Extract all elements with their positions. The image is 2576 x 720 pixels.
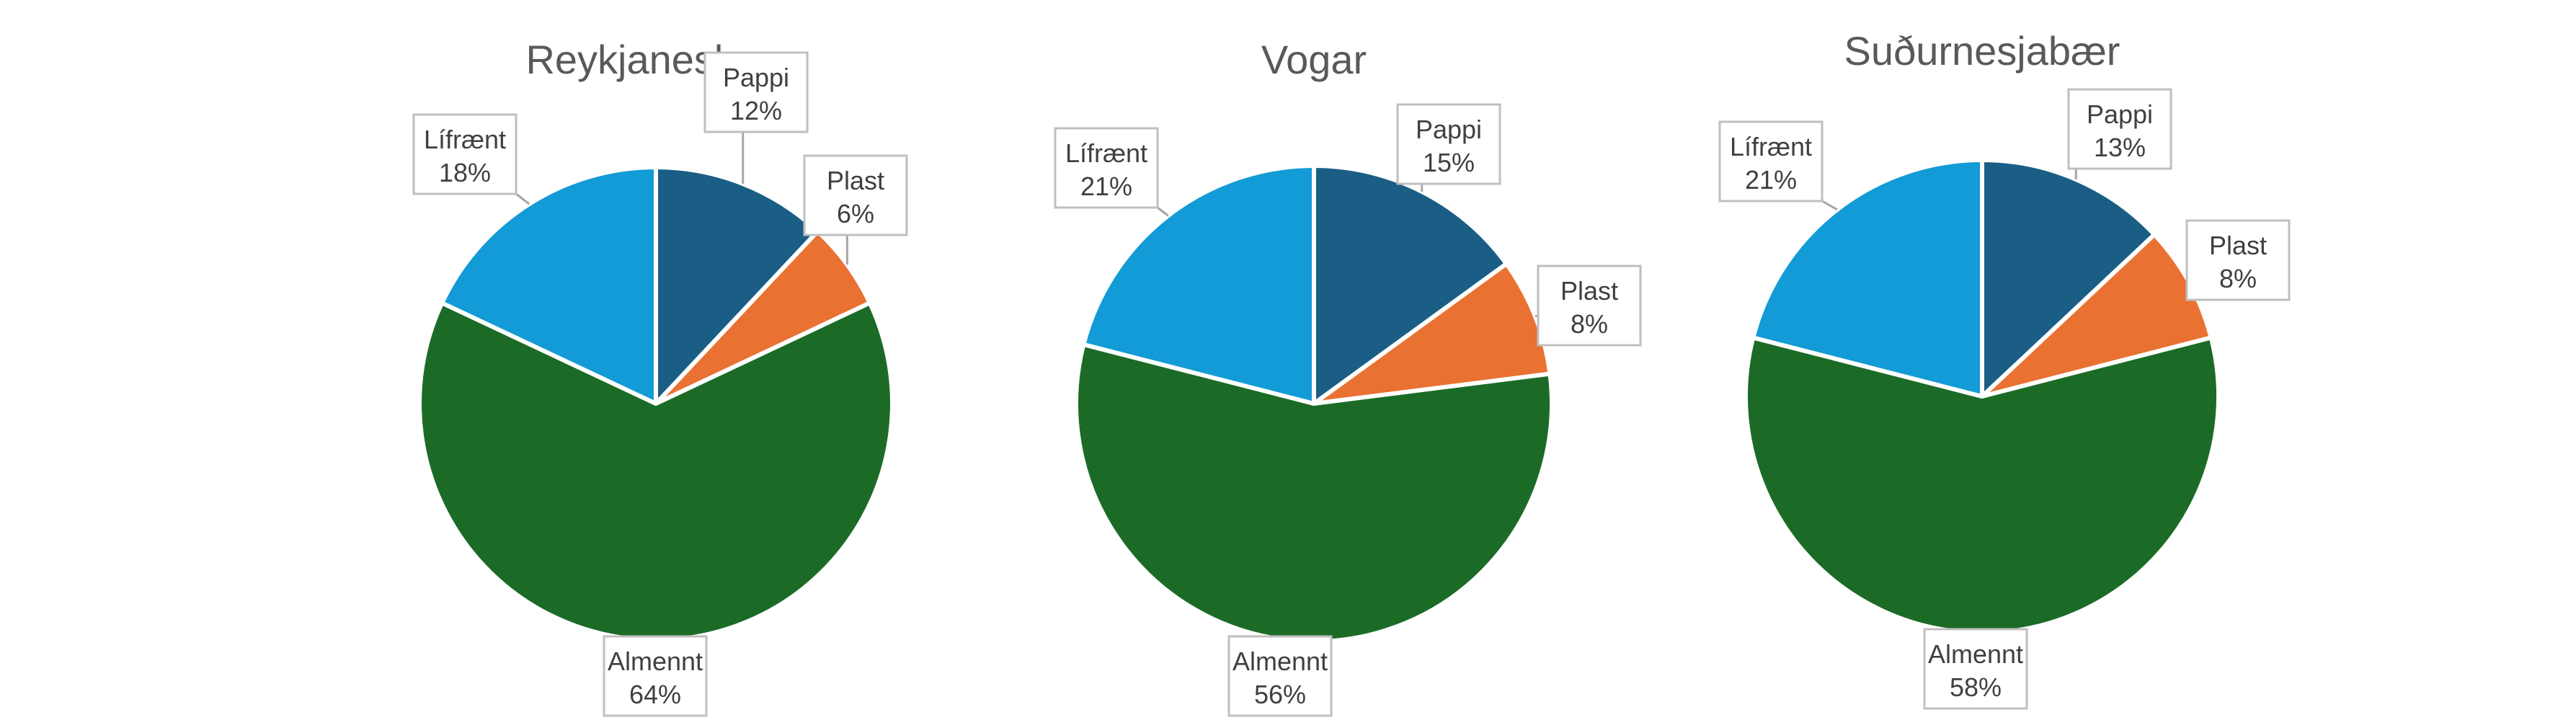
pie-slice-pappi xyxy=(1980,158,2157,399)
data-label-category: Almennt xyxy=(608,646,703,676)
data-label-category: Plast xyxy=(1560,276,1618,306)
data-label-value: 56% xyxy=(1254,680,1306,709)
data-label-value: 12% xyxy=(730,96,782,125)
data-label-value: 21% xyxy=(1745,165,1797,195)
data-label-almennt: Almennt 56% xyxy=(1227,635,1333,717)
data-label-box xyxy=(1537,265,1642,347)
data-label-box xyxy=(412,113,518,195)
data-label-category: Plast xyxy=(2209,231,2267,260)
data-label-value: 13% xyxy=(2094,133,2146,162)
data-label-category: Pappi xyxy=(723,63,789,92)
leader-line xyxy=(1157,206,1169,217)
pie-slice-lifraent xyxy=(440,165,658,406)
data-label-pappi: Pappi 12% xyxy=(703,51,809,133)
data-label-value: 21% xyxy=(1080,172,1132,201)
data-label-value: 64% xyxy=(629,680,681,709)
data-label-lifraent: Lífrænt 21% xyxy=(1054,127,1159,209)
data-label-category: Almennt xyxy=(1928,639,2023,669)
data-label-box xyxy=(1396,103,1501,185)
data-label-box xyxy=(1054,127,1159,209)
data-label-plast: Plast 8% xyxy=(2185,219,2291,301)
chart-title-sudurnesjabaer: Suðurnesjabær xyxy=(1844,28,2120,74)
data-label-category: Almennt xyxy=(1233,646,1328,676)
chart-title-vogar: Vogar xyxy=(1261,37,1367,82)
data-label-category: Pappi xyxy=(2087,99,2153,129)
data-label-pappi: Pappi 13% xyxy=(2067,88,2172,170)
data-label-category: Plast xyxy=(827,166,884,195)
data-label-value: 18% xyxy=(439,158,491,187)
data-label-box xyxy=(603,635,708,717)
data-label-category: Pappi xyxy=(1416,115,1482,144)
data-label-box xyxy=(2067,88,2172,170)
data-label-lifraent: Lífrænt 21% xyxy=(1718,120,1824,203)
data-label-box xyxy=(703,51,809,133)
data-label-box xyxy=(1227,635,1333,717)
data-label-category: Lífrænt xyxy=(1730,132,1812,161)
data-label-box xyxy=(2185,219,2291,301)
pie-chart-reykjanesbaer: Pappi 12% Plast 6% Almennt 64% Lífrænt 18% xyxy=(412,51,908,717)
data-label-almennt: Almennt 64% xyxy=(603,635,708,717)
data-label-box xyxy=(1923,628,2028,710)
data-label-value: 6% xyxy=(837,199,874,228)
data-label-box xyxy=(803,154,908,236)
pie-slice-lifraent xyxy=(1751,158,1984,399)
leader-line xyxy=(1821,200,1838,211)
data-label-value: 15% xyxy=(1423,148,1475,177)
data-label-lifraent: Lífrænt 18% xyxy=(412,113,518,195)
pie-slice-lifraent xyxy=(1081,164,1316,406)
pie-slice-pappi xyxy=(1312,164,1509,406)
data-label-category: Lífrænt xyxy=(1065,138,1147,168)
data-label-plast: Plast 6% xyxy=(803,154,908,236)
pie-slice-plast xyxy=(1312,262,1553,406)
data-label-value: 8% xyxy=(1571,309,1608,339)
data-label-pappi: Pappi 15% xyxy=(1396,103,1501,185)
data-label-category: Lífrænt xyxy=(424,125,506,154)
data-label-box xyxy=(1718,120,1824,203)
data-label-value: 8% xyxy=(2219,264,2257,293)
leader-line xyxy=(515,192,530,205)
data-label-value: 58% xyxy=(1950,672,2002,702)
